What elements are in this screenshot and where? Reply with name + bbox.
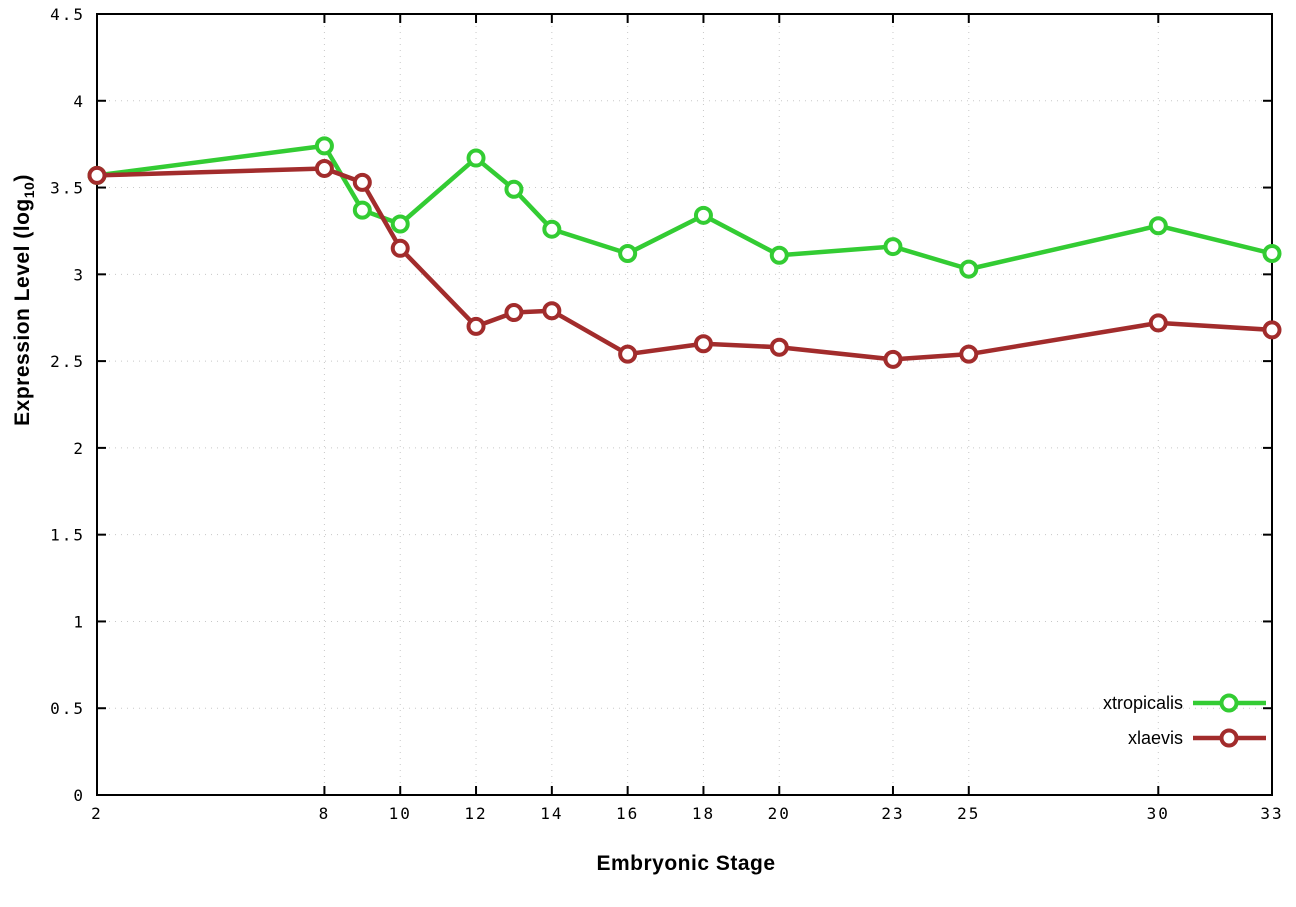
data-point-xlaevis <box>352 172 372 192</box>
y-axis-label: Expression Level (log10) <box>11 174 37 426</box>
legend-label: xlaevis <box>1128 728 1183 748</box>
x-axis-label: Embryonic Stage <box>596 852 776 875</box>
y-tick-label: 1 <box>73 612 85 631</box>
x-tick-label: 30 <box>1147 804 1170 823</box>
x-tick-label: 18 <box>692 804 715 823</box>
y-tick-label: 0.5 <box>50 699 85 718</box>
legend: xtropicalis xlaevis <box>1103 693 1266 748</box>
y-tick-labels: 0 0.5 1 1.5 2 2.5 3 3.5 4 4.5 <box>50 5 85 805</box>
data-point-xtropicalis <box>1148 216 1168 236</box>
data-point-xlaevis <box>542 301 562 321</box>
y-tick-label: 4.5 <box>50 5 85 24</box>
data-point-xtropicalis <box>883 237 903 257</box>
x-tick-label: 12 <box>464 804 487 823</box>
y-tick-label: 3.5 <box>50 179 85 198</box>
tick-marks <box>96 13 1273 796</box>
x-tick-label: 16 <box>616 804 639 823</box>
x-tick-labels: 2 8 10 12 14 16 18 20 23 25 30 33 <box>91 804 1283 823</box>
x-tick-label: 20 <box>768 804 791 823</box>
y-tick-label: 3 <box>73 265 85 284</box>
y-axis-label-close: ) <box>10 174 34 182</box>
data-point-xlaevis <box>1148 313 1168 333</box>
y-axis-label-subscript: 10 <box>21 181 38 199</box>
data-point-xlaevis <box>390 238 410 258</box>
data-point-xlaevis <box>618 344 638 364</box>
series-xtropicalis <box>87 136 1282 279</box>
data-point-xtropicalis <box>352 200 372 220</box>
data-point-xlaevis <box>883 349 903 369</box>
series-xlaevis <box>87 158 1282 369</box>
y-tick-label: 0 <box>73 786 85 805</box>
y-axis-label-text: Expression Level (log <box>10 198 34 426</box>
legend-marker <box>1219 728 1239 748</box>
x-tick-label: 2 <box>91 804 103 823</box>
x-tick-label: 33 <box>1260 804 1283 823</box>
x-tick-label: 14 <box>540 804 563 823</box>
x-tick-label: 8 <box>319 804 331 823</box>
data-point-xtropicalis <box>504 179 524 199</box>
data-point-xlaevis <box>314 158 334 178</box>
data-point-xtropicalis <box>314 136 334 156</box>
legend-label: xtropicalis <box>1103 693 1183 713</box>
x-tick-label: 10 <box>389 804 412 823</box>
data-point-xtropicalis <box>769 245 789 265</box>
plot-border <box>96 13 1273 796</box>
data-point-xlaevis <box>1262 320 1282 340</box>
data-point-xtropicalis <box>693 205 713 225</box>
data-point-xlaevis <box>466 316 486 336</box>
data-point-xlaevis <box>959 344 979 364</box>
data-point-xlaevis <box>693 334 713 354</box>
y-tick-label: 2 <box>73 439 85 458</box>
x-tick-label: 25 <box>957 804 980 823</box>
data-point-xlaevis <box>504 303 524 323</box>
y-tick-label: 1.5 <box>50 526 85 545</box>
legend-item-xtropicalis: xtropicalis <box>1103 693 1266 713</box>
x-tick-label: 23 <box>881 804 904 823</box>
gridlines <box>96 13 1273 796</box>
legend-marker <box>1219 693 1239 713</box>
data-point-xlaevis <box>87 165 107 185</box>
data-point-xtropicalis <box>466 148 486 168</box>
data-point-xtropicalis <box>1262 244 1282 264</box>
data-point-xtropicalis <box>542 219 562 239</box>
series-line-xlaevis <box>94 166 1275 362</box>
data-point-xtropicalis <box>959 259 979 279</box>
y-tick-label: 2.5 <box>50 352 85 371</box>
data-point-xtropicalis <box>618 244 638 264</box>
data-point-xtropicalis <box>390 214 410 234</box>
y-tick-label: 4 <box>73 92 85 111</box>
legend-item-xlaevis: xlaevis <box>1128 728 1266 748</box>
data-point-xlaevis <box>769 337 789 357</box>
series-line-xtropicalis <box>94 143 1275 272</box>
